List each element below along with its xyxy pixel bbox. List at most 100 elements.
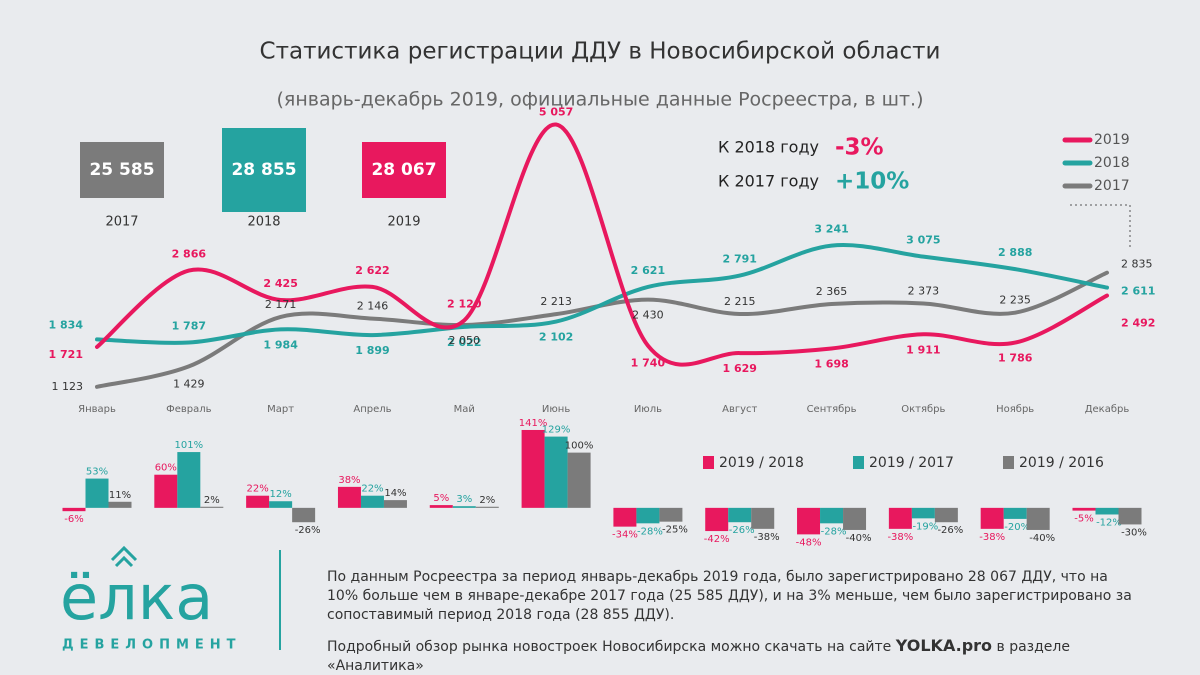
- bar: [521, 429, 545, 508]
- data-label: 1 123: [52, 380, 84, 393]
- bar: [636, 507, 660, 524]
- x-tick-label: Декабрь: [1085, 404, 1130, 415]
- bar: [62, 507, 86, 512]
- x-tick-label: Февраль: [166, 404, 212, 415]
- bar-label: -25%: [662, 525, 688, 536]
- bar-label: -34%: [612, 530, 638, 541]
- bar-label: 60%: [155, 463, 177, 474]
- data-label: 5 057: [539, 106, 573, 119]
- bar-label: -42%: [704, 534, 730, 545]
- bar-label: -5%: [1074, 514, 1093, 525]
- data-label: 2 425: [263, 277, 297, 290]
- bar: [269, 501, 293, 508]
- x-tick-label: Октябрь: [901, 404, 945, 415]
- line: [95, 243, 1109, 345]
- bar: [1003, 507, 1027, 519]
- bar-label: 22%: [247, 484, 269, 495]
- bar-label: -19%: [912, 521, 938, 532]
- legend-label: 2018: [1094, 155, 1130, 171]
- total-year: 2019: [387, 215, 420, 230]
- bar: [659, 507, 683, 522]
- bar-label: 101%: [175, 440, 204, 451]
- data-label: 1 721: [49, 348, 83, 361]
- total-value: 25 585: [89, 160, 154, 180]
- bar-label: 22%: [361, 484, 383, 495]
- bar: [200, 506, 224, 508]
- data-label: 2 373: [908, 284, 940, 297]
- bar-label: -26%: [729, 525, 755, 536]
- legend-label: 2019: [1094, 132, 1130, 148]
- bar-label: -38%: [887, 532, 913, 543]
- note-text: в разделе «Аналитика»: [327, 639, 1070, 674]
- data-label: 2 866: [172, 248, 207, 261]
- legend-swatch: [1003, 456, 1014, 469]
- logo-sub: ДЕВЕЛОПМЕНТ: [62, 638, 242, 653]
- bar-label: -26%: [295, 525, 321, 536]
- comparison-value: -3%: [835, 135, 884, 161]
- title: Статистика регистрации ДДУ в Новосибирск…: [260, 39, 941, 65]
- data-label: 1 698: [814, 357, 848, 370]
- bar: [292, 507, 316, 523]
- bar: [429, 505, 453, 508]
- data-label: 1 911: [906, 343, 940, 356]
- bar: [383, 500, 407, 508]
- bar-label: -28%: [637, 526, 663, 537]
- legend-label: 2017: [1094, 178, 1130, 194]
- total-value: 28 067: [371, 160, 436, 180]
- logo-name: ёлка: [60, 561, 213, 634]
- bar-label: -20%: [1004, 522, 1030, 533]
- x-tick-label: Ноябрь: [996, 404, 1034, 415]
- data-label: 2 102: [539, 331, 573, 344]
- bar-label: 141%: [519, 418, 548, 429]
- x-tick-label: Январь: [78, 404, 116, 415]
- data-label: 2 050: [449, 334, 481, 347]
- legend-label: 2019 / 2018: [719, 455, 804, 471]
- bar: [544, 436, 568, 508]
- bar-label: -26%: [937, 525, 963, 536]
- data-label: 3 075: [906, 234, 940, 247]
- data-label: 2 888: [998, 246, 1032, 259]
- bar: [1072, 507, 1096, 511]
- legend-label: 2019 / 2016: [1019, 455, 1104, 471]
- bar-label: 14%: [384, 488, 406, 499]
- data-label: 2 213: [540, 295, 572, 308]
- total-box: [362, 142, 446, 198]
- note-text: Подробный обзор рынка новостроек Новосиб…: [327, 639, 896, 655]
- bar: [452, 506, 476, 508]
- data-label: 2 215: [724, 295, 756, 308]
- bar: [1118, 507, 1142, 525]
- data-label: 1 740: [631, 357, 666, 370]
- x-tick-label: Июль: [634, 404, 662, 415]
- note-link: YOLKA.pro: [895, 636, 993, 655]
- bar-label: -40%: [1029, 533, 1055, 544]
- bar-label: -30%: [1121, 527, 1147, 538]
- bar: [705, 507, 729, 532]
- bar: [337, 486, 361, 508]
- total-box: [222, 128, 306, 212]
- legend-swatch: [703, 456, 714, 469]
- bar: [820, 507, 844, 524]
- data-label: 2 365: [816, 285, 848, 298]
- legend-swatch: [853, 456, 864, 469]
- bar-label: 2%: [204, 495, 220, 506]
- data-label: 1 834: [49, 318, 84, 331]
- bar-label: -6%: [64, 514, 83, 525]
- x-tick-label: Май: [454, 404, 475, 415]
- x-tick-label: Август: [722, 404, 757, 415]
- bar-label: -28%: [821, 526, 847, 537]
- bar-label: 100%: [565, 441, 594, 452]
- bar-label: 53%: [86, 467, 108, 478]
- bar-label: -48%: [796, 537, 822, 548]
- data-label: 2 235: [999, 294, 1031, 307]
- bar: [1095, 507, 1119, 515]
- legend-label: 2019 / 2017: [869, 455, 954, 471]
- bar-label: 11%: [109, 490, 131, 501]
- bar: [613, 507, 637, 527]
- bar: [108, 501, 132, 508]
- bar-label: 2%: [479, 495, 495, 506]
- bar: [911, 507, 935, 519]
- data-label: 2 171: [265, 298, 297, 311]
- bar-label: 3%: [456, 494, 472, 505]
